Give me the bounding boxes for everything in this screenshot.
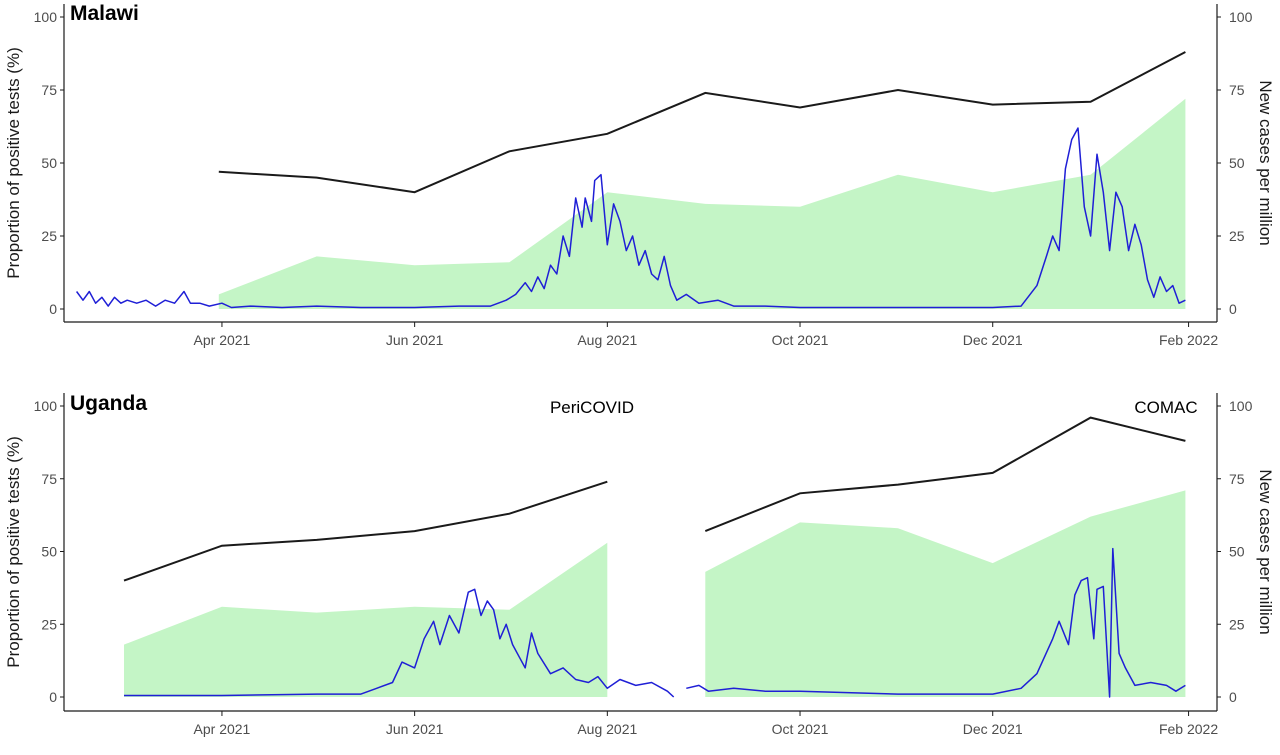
cases-per-million-line xyxy=(704,416,1186,533)
panel-title: Malawi xyxy=(70,2,139,25)
cases-per-million-line xyxy=(123,480,608,582)
x-tick-label: Jun 2021 xyxy=(386,332,444,348)
y-tick-label-right: 75 xyxy=(1229,471,1245,487)
annotation-pericovid: PeriCOVID xyxy=(550,398,634,417)
x-tick-label: Dec 2021 xyxy=(963,721,1023,737)
positivity-line xyxy=(124,588,675,698)
y-tick-label-left: 100 xyxy=(34,9,58,25)
y-tick-label-left: 0 xyxy=(49,689,57,705)
x-tick-label: Aug 2021 xyxy=(577,332,637,348)
cases-per-million-line xyxy=(218,51,1186,194)
y-tick-label-right: 25 xyxy=(1229,228,1245,244)
y-tick-label-right: 50 xyxy=(1229,155,1245,171)
y-tick-label-left: 75 xyxy=(41,471,57,487)
x-tick-label: Jun 2021 xyxy=(386,721,444,737)
y-tick-label-right: 100 xyxy=(1229,9,1253,25)
uganda-panel: Uganda PeriCOVID COMAC 0 25 50 75 100 0 25 50 75… xyxy=(4,392,1275,737)
y-axis-title-left: Proportion of positive tests (%) xyxy=(4,436,23,667)
x-tick-label: Oct 2021 xyxy=(772,332,829,348)
tests-area xyxy=(218,98,1186,309)
panel-title: Uganda xyxy=(70,392,147,415)
x-tick-label: Oct 2021 xyxy=(772,721,829,737)
y-tick-label-right: 75 xyxy=(1229,82,1245,98)
y-axis-title-left: Proportion of positive tests (%) xyxy=(4,47,23,278)
y-axis-title-right: New cases per million xyxy=(1256,469,1275,634)
positivity-line xyxy=(686,547,1186,698)
y-tick-label-right: 100 xyxy=(1229,398,1253,414)
x-tick-label: Aug 2021 xyxy=(577,721,637,737)
y-axis-title-right: New cases per million xyxy=(1256,80,1275,245)
y-tick-label-left: 50 xyxy=(41,155,57,171)
y-tick-label-right: 25 xyxy=(1229,616,1245,632)
y-tick-label-left: 75 xyxy=(41,82,57,98)
y-tick-label-right: 0 xyxy=(1229,301,1237,317)
y-tick-label-left: 100 xyxy=(34,398,58,414)
y-tick-label-right: 0 xyxy=(1229,689,1237,705)
y-tick-label-left: 50 xyxy=(41,544,57,560)
x-tick-label: Apr 2021 xyxy=(194,332,251,348)
x-tick-label: Dec 2021 xyxy=(963,332,1023,348)
x-tick-label: Feb 2022 xyxy=(1159,721,1218,737)
y-tick-label-left: 0 xyxy=(49,301,57,317)
positivity-line xyxy=(75,127,1186,309)
x-tick-label: Feb 2022 xyxy=(1159,332,1218,348)
y-tick-label-left: 25 xyxy=(41,616,57,632)
tests-area xyxy=(705,490,1186,697)
y-tick-label-right: 50 xyxy=(1229,544,1245,560)
tests-area xyxy=(124,542,608,697)
y-tick-label-left: 25 xyxy=(41,228,57,244)
annotation-comac: COMAC xyxy=(1134,398,1197,417)
malawi-panel: Malawi 0 25 50 75 100 0 25 50 75 100 Apr 2021 Jun 2… xyxy=(4,2,1275,348)
x-tick-label: Apr 2021 xyxy=(194,721,251,737)
